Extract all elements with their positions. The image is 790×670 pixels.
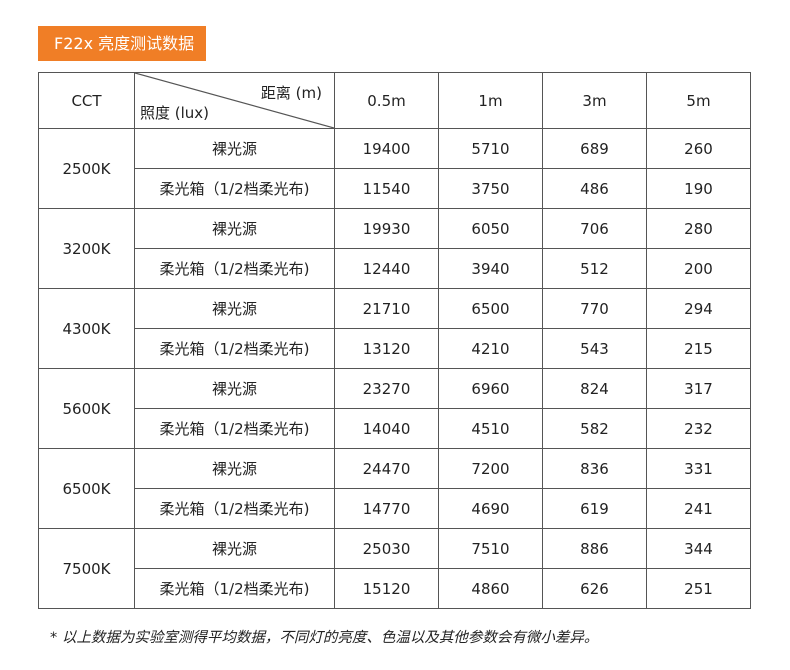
diagonal-divider — [135, 73, 334, 128]
light-mode-label: 裸光源 — [134, 288, 335, 329]
light-mode-label: 裸光源 — [134, 528, 335, 569]
header-distance-2: 3m — [542, 72, 647, 129]
header-distance-3: 5m — [646, 72, 751, 129]
lux-value-cell: 19930 — [334, 208, 439, 249]
light-mode-label: 柔光箱（1/2档柔光布) — [134, 168, 335, 209]
lux-value-cell: 24470 — [334, 448, 439, 489]
lux-value-cell: 6960 — [438, 368, 543, 409]
lux-value-cell: 6500 — [438, 288, 543, 329]
lux-value-cell: 11540 — [334, 168, 439, 209]
light-mode-label: 裸光源 — [134, 208, 335, 249]
light-mode-label: 柔光箱（1/2档柔光布) — [134, 568, 335, 609]
lux-value-cell: 190 — [646, 168, 751, 209]
cct-cell: 3200K — [38, 208, 135, 289]
lux-value-cell: 486 — [542, 168, 647, 209]
light-mode-label: 柔光箱（1/2档柔光布) — [134, 488, 335, 529]
lux-value-cell: 251 — [646, 568, 751, 609]
lux-value-cell: 294 — [646, 288, 751, 329]
lux-value-cell: 331 — [646, 448, 751, 489]
lux-value-cell: 582 — [542, 408, 647, 449]
table-row: 6500K 裸光源 24470 7200 836 331 — [38, 448, 751, 529]
lux-value-cell: 7510 — [438, 528, 543, 569]
lux-value-cell: 260 — [646, 128, 751, 169]
lux-value-cell: 4690 — [438, 488, 543, 529]
lux-value-cell: 6050 — [438, 208, 543, 249]
lux-value-cell: 626 — [542, 568, 647, 609]
table-row: 柔光箱（1/2档柔光布) 14040 4510 582 232 — [39, 408, 751, 449]
lux-value-cell: 14040 — [334, 408, 439, 449]
light-mode-label: 柔光箱（1/2档柔光布) — [134, 408, 335, 449]
cct-cell: 6500K — [38, 448, 135, 529]
header-distance-label: 距离 (m) — [260, 84, 322, 102]
lux-value-cell: 770 — [542, 288, 647, 329]
table-row: 4300K 裸光源 21710 6500 770 294 — [38, 288, 751, 369]
lux-value-cell: 5710 — [438, 128, 543, 169]
lux-value-cell: 241 — [646, 488, 751, 529]
lux-value-cell: 4210 — [438, 328, 543, 369]
table-row: 柔光箱（1/2档柔光布) 15120 4860 626 251 — [39, 568, 751, 609]
lux-value-cell: 12440 — [334, 248, 439, 289]
cct-cell: 2500K — [38, 128, 135, 209]
lux-value-cell: 543 — [542, 328, 647, 369]
header-diagonal-cell: 距离 (m) 照度 (lux) — [134, 72, 335, 129]
lux-value-cell: 23270 — [334, 368, 439, 409]
table-header-row: CCT 距离 (m) 照度 (lux) 0.5m 1m 3m 5m — [38, 72, 751, 129]
lux-value-cell: 7200 — [438, 448, 543, 489]
cct-cell: 4300K — [38, 288, 135, 369]
lux-value-cell: 689 — [542, 128, 647, 169]
lux-value-cell: 512 — [542, 248, 647, 289]
lux-value-cell: 619 — [542, 488, 647, 529]
lux-value-cell: 886 — [542, 528, 647, 569]
header-lux-label: 照度 (lux) — [140, 104, 210, 122]
table-row: 5600K 裸光源 23270 6960 824 317 — [38, 368, 751, 449]
page-title: F22x 亮度测试数据 — [38, 26, 206, 61]
lux-value-cell: 706 — [542, 208, 647, 249]
table-row: 柔光箱（1/2档柔光布) 13120 4210 543 215 — [39, 328, 751, 369]
lux-value-cell: 317 — [646, 368, 751, 409]
header-cct: CCT — [38, 72, 135, 129]
footnote: * 以上数据为实验室测得平均数据，不同灯的亮度、色温以及其他参数会有微小差异。 — [50, 630, 599, 646]
header-distance-1: 1m — [438, 72, 543, 129]
cct-cell: 7500K — [38, 528, 135, 609]
table-row: 柔光箱（1/2档柔光布) 11540 3750 486 190 — [39, 168, 751, 209]
table-row: 7500K 裸光源 25030 7510 886 344 — [38, 528, 751, 609]
cct-cell: 5600K — [38, 368, 135, 449]
lux-value-cell: 836 — [542, 448, 647, 489]
lux-value-cell: 13120 — [334, 328, 439, 369]
light-mode-label: 裸光源 — [134, 368, 335, 409]
table-row: 柔光箱（1/2档柔光布) 12440 3940 512 200 — [39, 248, 751, 289]
lux-value-cell: 25030 — [334, 528, 439, 569]
lux-value-cell: 824 — [542, 368, 647, 409]
lux-value-cell: 215 — [646, 328, 751, 369]
table-row: 3200K 裸光源 19930 6050 706 280 — [38, 208, 751, 289]
light-mode-label: 柔光箱（1/2档柔光布) — [134, 248, 335, 289]
light-mode-label: 裸光源 — [134, 128, 335, 169]
lux-value-cell: 14770 — [334, 488, 439, 529]
lux-value-cell: 344 — [646, 528, 751, 569]
brightness-data-table: CCT 距离 (m) 照度 (lux) 0.5m 1m 3m 5m 2500K 裸… — [38, 72, 751, 609]
table-row: 柔光箱（1/2档柔光布) 14770 4690 619 241 — [39, 488, 751, 529]
light-mode-label: 裸光源 — [134, 448, 335, 489]
lux-value-cell: 280 — [646, 208, 751, 249]
lux-value-cell: 3750 — [438, 168, 543, 209]
lux-value-cell: 200 — [646, 248, 751, 289]
lux-value-cell: 19400 — [334, 128, 439, 169]
lux-value-cell: 232 — [646, 408, 751, 449]
lux-value-cell: 3940 — [438, 248, 543, 289]
lux-value-cell: 15120 — [334, 568, 439, 609]
light-mode-label: 柔光箱（1/2档柔光布) — [134, 328, 335, 369]
lux-value-cell: 4860 — [438, 568, 543, 609]
header-distance-0: 0.5m — [334, 72, 439, 129]
lux-value-cell: 21710 — [334, 288, 439, 329]
table-row: 2500K 裸光源 19400 5710 689 260 — [38, 128, 751, 209]
lux-value-cell: 4510 — [438, 408, 543, 449]
